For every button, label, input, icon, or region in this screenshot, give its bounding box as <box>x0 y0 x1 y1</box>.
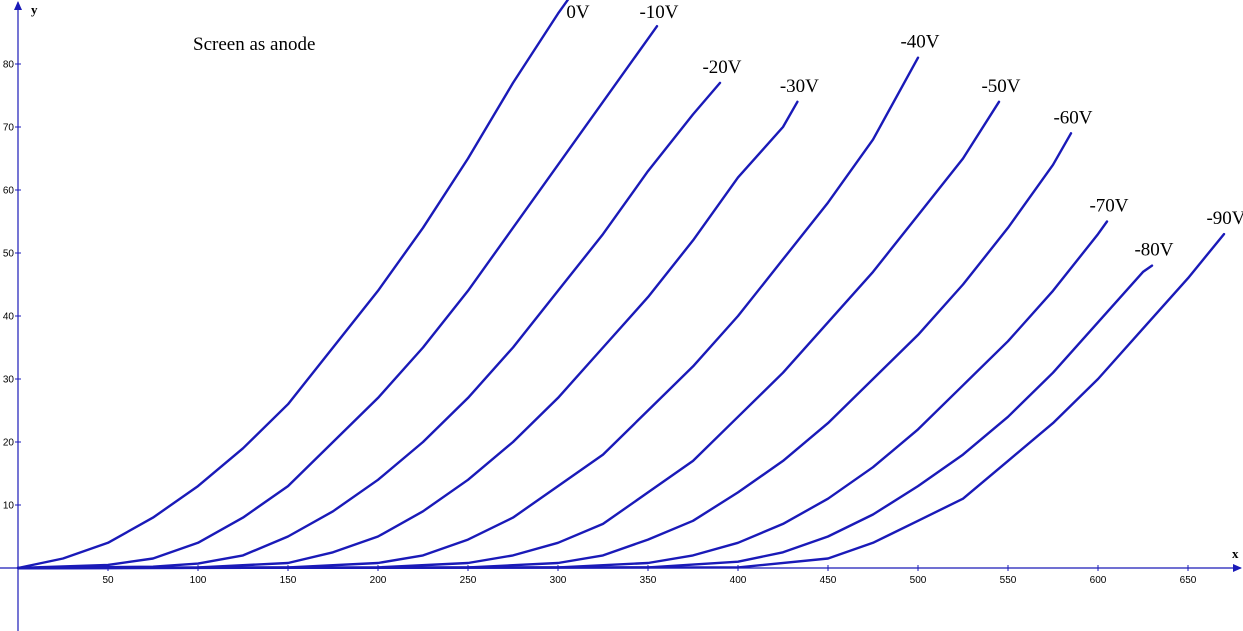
curve-0 <box>16 0 570 570</box>
x-tick-label: 250 <box>460 575 477 586</box>
curve-9 <box>16 232 1226 570</box>
chart-title: Screen as anode <box>193 34 315 55</box>
x-tick-label: 200 <box>370 575 387 586</box>
curve-label-9: -90V <box>1206 208 1243 229</box>
x-tick-label: 400 <box>730 575 747 586</box>
y-tick-label: 80 <box>3 60 15 71</box>
curve-label-6: -60V <box>1053 107 1092 128</box>
curve-label-3: -30V <box>780 76 819 97</box>
x-axis-label: x <box>1232 546 1239 561</box>
curve-label-7: -70V <box>1089 196 1128 217</box>
y-tick-label: 50 <box>3 249 15 260</box>
curve-label-4: -40V <box>900 32 939 53</box>
curve-label-2: -20V <box>702 57 741 78</box>
curve-6 <box>16 132 1073 570</box>
x-tick-label: 450 <box>820 575 837 586</box>
x-tick-label: 350 <box>640 575 657 586</box>
curve-5 <box>16 100 1001 570</box>
x-tick-label: 300 <box>550 575 567 586</box>
curve-label-1: -10V <box>639 2 678 23</box>
curve-7 <box>16 220 1109 570</box>
curve-3 <box>16 100 799 570</box>
x-tick-label: 550 <box>1000 575 1017 586</box>
y-tick-label: 20 <box>3 438 15 449</box>
x-tick-label: 100 <box>190 575 207 586</box>
y-tick-label: 60 <box>3 186 15 197</box>
x-tick-label: 150 <box>280 575 297 586</box>
x-tick-label: 50 <box>102 575 114 586</box>
x-tick-label: 600 <box>1090 575 1107 586</box>
curve-8 <box>16 264 1154 570</box>
y-tick-label: 70 <box>3 123 15 134</box>
y-tick-label: 30 <box>3 375 15 386</box>
y-tick-label: 10 <box>3 501 15 512</box>
curve-label-5: -50V <box>981 76 1020 97</box>
y-axis-label: y <box>31 2 38 17</box>
curve-label-0: 0V <box>566 2 590 23</box>
curve-1 <box>16 25 659 570</box>
curve-label-8: -80V <box>1134 240 1173 261</box>
x-tick-label: 500 <box>910 575 927 586</box>
y-tick-label: 40 <box>3 312 15 323</box>
curve-4 <box>16 56 920 570</box>
x-tick-label: 650 <box>1180 575 1197 586</box>
curve-2 <box>16 81 722 570</box>
